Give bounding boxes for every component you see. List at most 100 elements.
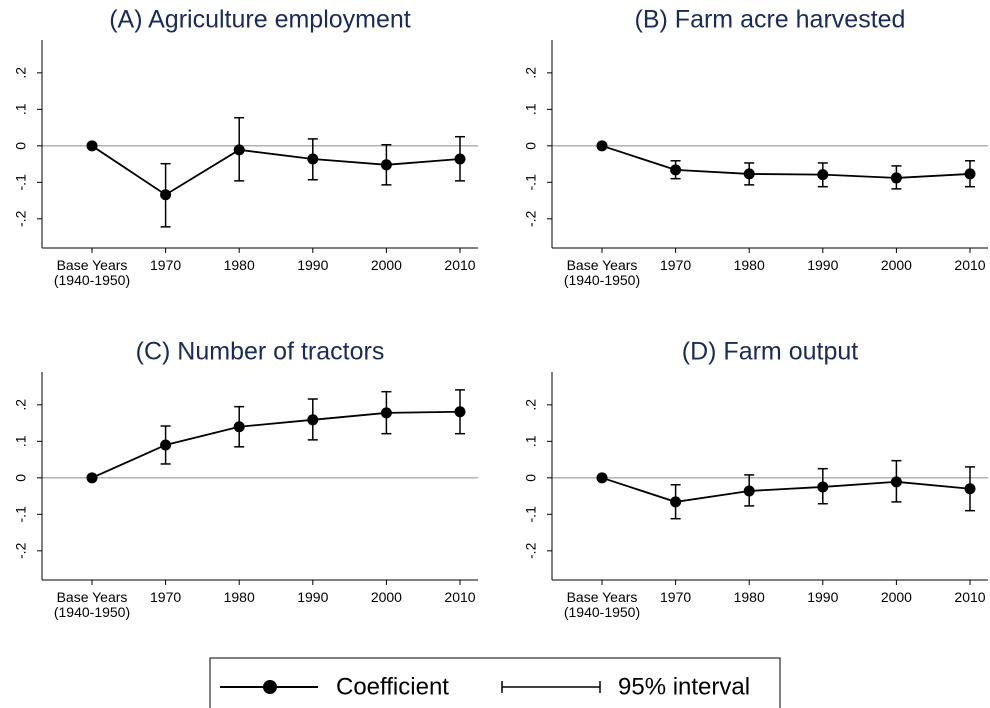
x-tick-label: 1990 [297, 590, 329, 605]
coefficient-point [454, 406, 466, 418]
y-tick-label: -.2 [13, 542, 29, 559]
x-tick-label: 2010 [444, 258, 476, 273]
coefficient-point [160, 439, 172, 451]
x-tick-label-box: 1970 [660, 258, 692, 273]
x-tick-label-box: 2010 [954, 590, 986, 605]
y-tick-label: .1 [523, 435, 539, 447]
chart-title: (A) Agriculture employment [109, 6, 411, 34]
legend-label: Coefficient [336, 673, 449, 700]
x-tick-label: 2000 [370, 590, 402, 605]
coefficient-point [160, 189, 172, 201]
x-tick-label-box: Base Years (1940-1950) [563, 258, 641, 288]
x-tick-label-box: 2010 [954, 258, 986, 273]
y-tick-label: -.2 [523, 210, 539, 227]
y-tick-label: .2 [13, 67, 29, 79]
x-tick-label: 2000 [370, 258, 402, 273]
x-tick-label-box: Base Years (1940-1950) [53, 590, 131, 620]
coefficient-point [596, 472, 608, 484]
x-tick-label: Base Years (1940-1950) [563, 590, 641, 620]
y-tick-label: .2 [523, 67, 539, 79]
x-tick-label-box: 1970 [150, 590, 182, 605]
x-tick-label-box: 1990 [297, 258, 329, 273]
x-tick-label-box: 1990 [807, 590, 839, 605]
coefficient-point [817, 169, 829, 181]
x-tick-label-box: 1980 [223, 258, 255, 273]
x-tick-label: Base Years (1940-1950) [53, 590, 131, 620]
x-tick-label: 2010 [444, 590, 476, 605]
coefficient-point [307, 414, 319, 426]
x-tick-label: 1980 [223, 258, 255, 273]
x-tick-label-box: 1970 [150, 258, 182, 273]
chart-title: (D) Farm output [682, 338, 858, 366]
x-tick-label-box: 1980 [733, 258, 765, 273]
coefficient-point [670, 164, 682, 176]
x-tick-label: 1970 [150, 258, 182, 273]
x-tick-label: 2000 [880, 258, 912, 273]
coefficient-point [670, 496, 682, 508]
x-tick-label: 2010 [954, 258, 986, 273]
x-tick-label-box: 2010 [444, 258, 476, 273]
x-tick-label: 1980 [733, 258, 765, 273]
coefficient-point [454, 153, 466, 165]
x-tick-label-box: 1980 [223, 590, 255, 605]
y-tick-label: 0 [13, 142, 29, 150]
x-tick-label: 1990 [807, 590, 839, 605]
x-tick-label-box: 1990 [297, 590, 329, 605]
x-tick-label-box: 1990 [807, 258, 839, 273]
y-tick-label: -.1 [523, 506, 539, 523]
coefficient-point [380, 159, 392, 171]
coefficient-point [307, 153, 319, 165]
y-tick-label: 0 [523, 142, 539, 150]
coefficient-point [890, 172, 902, 184]
x-tick-label-box: 2000 [881, 590, 912, 605]
coefficient-point [596, 140, 608, 152]
x-tick-label: Base Years (1940-1950) [53, 258, 131, 288]
x-tick-label: 1990 [807, 258, 839, 273]
x-tick-label-box: 1980 [733, 590, 765, 605]
x-tick-label-box: 2000 [880, 258, 912, 273]
coefficient-point [817, 481, 829, 493]
coefficient-line [601, 144, 971, 179]
y-tick-label: .2 [13, 399, 29, 411]
y-tick-label: .1 [13, 103, 29, 115]
x-tick-label-box: 2010 [444, 590, 476, 605]
x-tick-label: 2010 [954, 590, 986, 605]
chart-title: (C) Number of tractors [136, 338, 385, 366]
x-tick-label: 1980 [733, 590, 765, 605]
x-tick-label-box: Base Years (1940-1950) [563, 590, 641, 620]
x-tick-label: Base Years (1940-1950) [563, 258, 641, 288]
x-tick-label-box: 2000 [370, 590, 402, 605]
x-tick-label: 1980 [223, 590, 255, 605]
legend-marker [263, 680, 277, 694]
x-tick-label: 1990 [297, 258, 329, 273]
coefficient-point [233, 144, 245, 156]
legend-label: 95% interval [618, 673, 750, 700]
y-tick-label: .1 [13, 435, 29, 447]
coefficient-point [743, 485, 755, 497]
x-tick-label: 1970 [660, 590, 692, 605]
y-tick-label: .1 [523, 103, 539, 115]
y-tick-label: -.2 [13, 210, 29, 227]
coefficient-line [91, 410, 461, 479]
coefficient-point [964, 168, 976, 180]
y-tick-label: -.1 [13, 174, 29, 191]
x-tick-label-box: Base Years (1940-1950) [53, 258, 131, 288]
coefficient-point [890, 476, 902, 488]
coefficient-point [86, 140, 98, 152]
y-tick-label: -.1 [13, 506, 29, 523]
y-tick-label: -.2 [523, 542, 539, 559]
coefficient-point [86, 472, 98, 484]
coefficient-line [91, 145, 461, 196]
coefficient-line [601, 476, 971, 503]
x-tick-label-box: 1970 [660, 590, 692, 605]
x-tick-label: 1970 [150, 590, 182, 605]
coefficient-point [743, 168, 755, 180]
y-tick-label: 0 [523, 474, 539, 482]
x-tick-label: 1970 [660, 258, 692, 273]
legend-box [209, 657, 781, 708]
y-tick-label: 0 [13, 474, 29, 482]
y-tick-label: -.1 [523, 174, 539, 191]
chart-title: (B) Farm acre harvested [635, 6, 906, 34]
coefficient-point [380, 407, 392, 419]
